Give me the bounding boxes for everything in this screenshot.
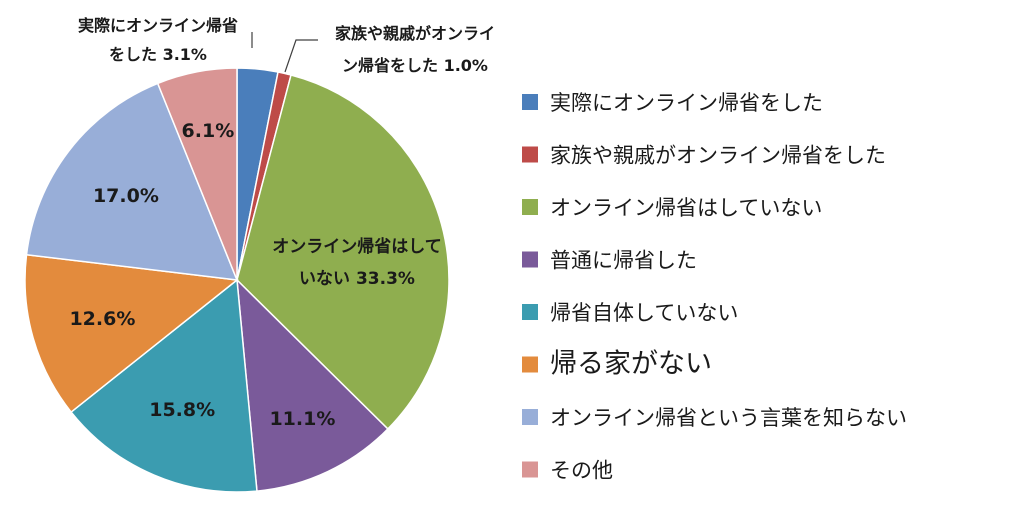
pie-slice xyxy=(236,278,389,492)
callout-label: いない 33.3% xyxy=(299,269,415,289)
data-label: 17.0% xyxy=(93,185,159,207)
legend-label: 帰省自体していない xyxy=(550,301,738,325)
legend-swatch xyxy=(522,146,538,163)
legend-label: 実際にオンライン帰省をした xyxy=(550,91,823,115)
callout-label: 実際にオンライン帰省 xyxy=(78,16,238,35)
legend-swatch xyxy=(522,304,538,320)
data-label: 11.1% xyxy=(269,408,335,430)
leader-line xyxy=(284,39,318,73)
legend-label: 普通に帰省した xyxy=(550,249,697,273)
legend-label: オンライン帰省はしていない xyxy=(550,196,822,220)
data-label: 6.1% xyxy=(182,120,235,142)
callout-label: 家族や親戚がオンライ xyxy=(335,24,495,43)
legend-swatch xyxy=(522,199,538,215)
pie-slice xyxy=(70,278,258,493)
pie-slice xyxy=(24,253,239,414)
legend-swatch xyxy=(522,409,538,425)
legend-label: その他 xyxy=(550,459,613,483)
legend-swatch xyxy=(522,251,538,268)
legend-label: オンライン帰省という言葉を知らない xyxy=(550,406,907,430)
pie-slice xyxy=(156,67,238,281)
legend: 実際にオンライン帰省をした家族や親戚がオンライン帰省をしたオンライン帰省はしてい… xyxy=(522,91,907,483)
pie-slice xyxy=(236,74,450,431)
callout-label: ン帰省をした 1.0% xyxy=(342,56,488,75)
legend-label: 家族や親戚がオンライン帰省をした xyxy=(550,144,886,168)
pie-slices xyxy=(24,67,450,493)
data-label: 12.6% xyxy=(69,308,135,330)
legend-label: 帰る家がない xyxy=(550,349,712,380)
data-labels: 実際にオンライン帰省をした 3.1% 家族や親戚がオンライン帰省をした 1.0% オ… xyxy=(69,16,495,430)
legend-swatch xyxy=(522,461,538,478)
data-label: 15.8% xyxy=(149,399,215,421)
legend-swatch xyxy=(522,94,538,110)
callout-leaders xyxy=(251,32,318,73)
legend-swatch xyxy=(522,356,538,373)
callout-label: オンライン帰省はして xyxy=(272,236,442,257)
callout-label: をした 3.1% xyxy=(109,45,207,64)
pie-slice xyxy=(25,82,239,281)
